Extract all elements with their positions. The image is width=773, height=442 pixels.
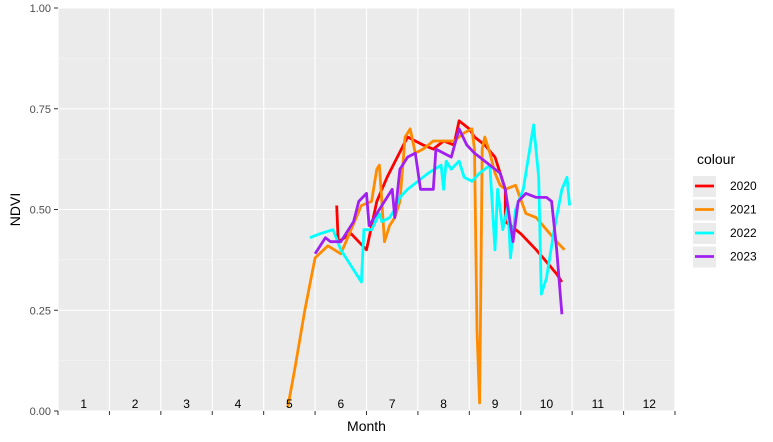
x-axis [57,411,676,415]
legend-title: colour [697,151,735,167]
month-labels: 1 2 3 4 5 6 7 8 9 10 11 12 [80,397,656,411]
y-axis-title: NDVI [7,193,23,226]
legend-label-2021: 2021 [730,203,757,217]
y-axis: 0.00 0.25 0.50 0.75 1.00 [30,3,58,418]
month-label: 3 [183,397,190,411]
month-label: 9 [492,397,499,411]
y-tick-label: 0.00 [30,406,51,418]
y-tick-label: 0.25 [30,305,51,317]
legend-label-2020: 2020 [730,179,757,193]
month-label: 2 [132,397,139,411]
month-label: 7 [389,397,396,411]
y-tick-label: 0.75 [30,104,51,116]
month-label: 10 [540,397,554,411]
legend-label-2023: 2023 [730,250,757,264]
series-line-2022 [309,123,571,296]
month-label: 5 [286,397,293,411]
month-label: 8 [440,397,447,411]
month-label: 6 [337,397,344,411]
legend-label-2022: 2022 [730,226,757,240]
y-tick-label: 1.00 [30,3,51,15]
x-axis-title: Month [347,418,386,434]
month-label: 4 [235,397,242,411]
series-line-2021 [286,127,566,408]
month-label: 12 [643,397,657,411]
series-line-2020 [335,119,564,283]
series-line-2023 [313,127,564,315]
y-tick-label: 0.50 [30,205,51,217]
series-lines [286,119,571,408]
month-label: 1 [80,397,87,411]
legend: colour 2020 2021 2022 2023 [693,151,757,268]
month-label: 11 [592,397,605,411]
